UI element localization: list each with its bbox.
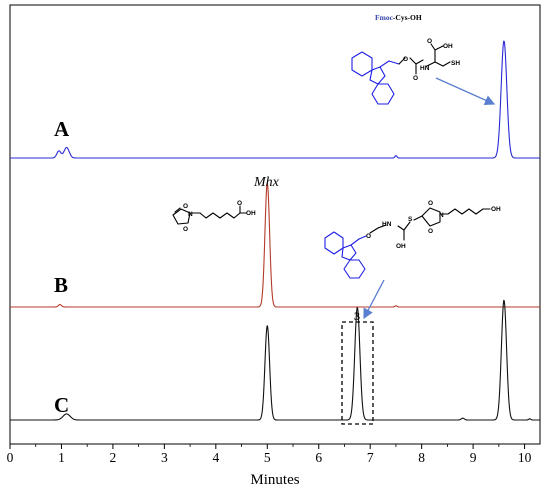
x-tick-label-4: 4 <box>212 450 219 465</box>
adduct-fluorenyl-group <box>324 231 367 279</box>
adduct-atom-o: O <box>366 233 371 240</box>
trace-b-line <box>10 182 540 308</box>
x-tick-label-2: 2 <box>110 450 117 465</box>
maleimidohexanoic-acid-structure: O O N O OH <box>172 200 256 233</box>
arrow-to-peak-a <box>435 77 496 106</box>
x-tick-label-10: 10 <box>518 450 532 465</box>
trace-label-a: A <box>54 117 70 141</box>
x-axis: 0 1 2 3 4 5 6 7 8 9 10 <box>7 444 532 465</box>
cys-oh-suffix: -Cys-OH <box>393 13 422 22</box>
mhx-atom-o-bottom: O <box>183 226 188 233</box>
x-tick-label-1: 1 <box>58 450 65 465</box>
adduct-atom-n: N <box>439 212 444 219</box>
mhx-atom-o: O <box>237 200 242 207</box>
atom-sh: SH <box>451 60 460 67</box>
trace-label-c: C <box>54 393 69 417</box>
x-tick-label-5: 5 <box>264 450 271 465</box>
x-tick-label-3: 3 <box>161 450 168 465</box>
plot-frame <box>9 4 541 445</box>
arrow-to-peak-3 <box>363 279 385 320</box>
x-axis-title: Minutes <box>250 472 299 488</box>
adduct-atom-oh: OH <box>396 243 406 250</box>
peak-3-highlight-box <box>341 321 374 425</box>
fluorenyl-group <box>351 51 400 105</box>
plot-border <box>9 4 541 445</box>
adduct-atom-oh-acid: OH <box>491 206 501 213</box>
adduct-atom-hn: HN <box>382 221 392 228</box>
atom-o-carbonyl: O <box>413 75 418 82</box>
svg-text:Fmoc-Cys-OH: Fmoc-Cys-OH <box>375 13 422 22</box>
fmoc-cys-oh-structure: Fmoc-Cys-OH O O HN O OH SH <box>351 13 460 105</box>
adduct-atom-s: S <box>408 216 413 223</box>
cysteine-backbone <box>398 43 451 75</box>
atom-oh-acid: OH <box>443 43 453 50</box>
mhx-atom-n: N <box>188 211 193 218</box>
mhx-atom-o-top: O <box>183 203 188 210</box>
atom-nh: HN <box>420 65 430 72</box>
atom-o-acid: O <box>427 38 432 45</box>
trace-c-line <box>10 299 540 421</box>
trace-label-b: B <box>54 273 68 297</box>
peak-3-label: 3 <box>354 309 360 323</box>
trace-a-line <box>10 40 540 159</box>
fmoc-prefix: Fmoc <box>375 13 394 22</box>
x-tick-label-0: 0 <box>7 450 14 465</box>
adduct-atom-o-bottom: O <box>428 228 433 235</box>
x-tick-label-8: 8 <box>418 450 425 465</box>
mhx-atom-oh: OH <box>246 210 256 217</box>
adduct-atom-o-top: O <box>428 200 433 207</box>
compound-3-structure: O HN OH S O O N OH <box>324 200 501 279</box>
chromatogram-traces <box>10 40 540 421</box>
atom-o-ester: O <box>403 56 408 63</box>
x-tick-label-7: 7 <box>367 450 374 465</box>
x-tick-label-9: 9 <box>470 450 477 465</box>
x-tick-label-6: 6 <box>315 450 322 465</box>
mhx-label: Mhx <box>253 175 280 190</box>
